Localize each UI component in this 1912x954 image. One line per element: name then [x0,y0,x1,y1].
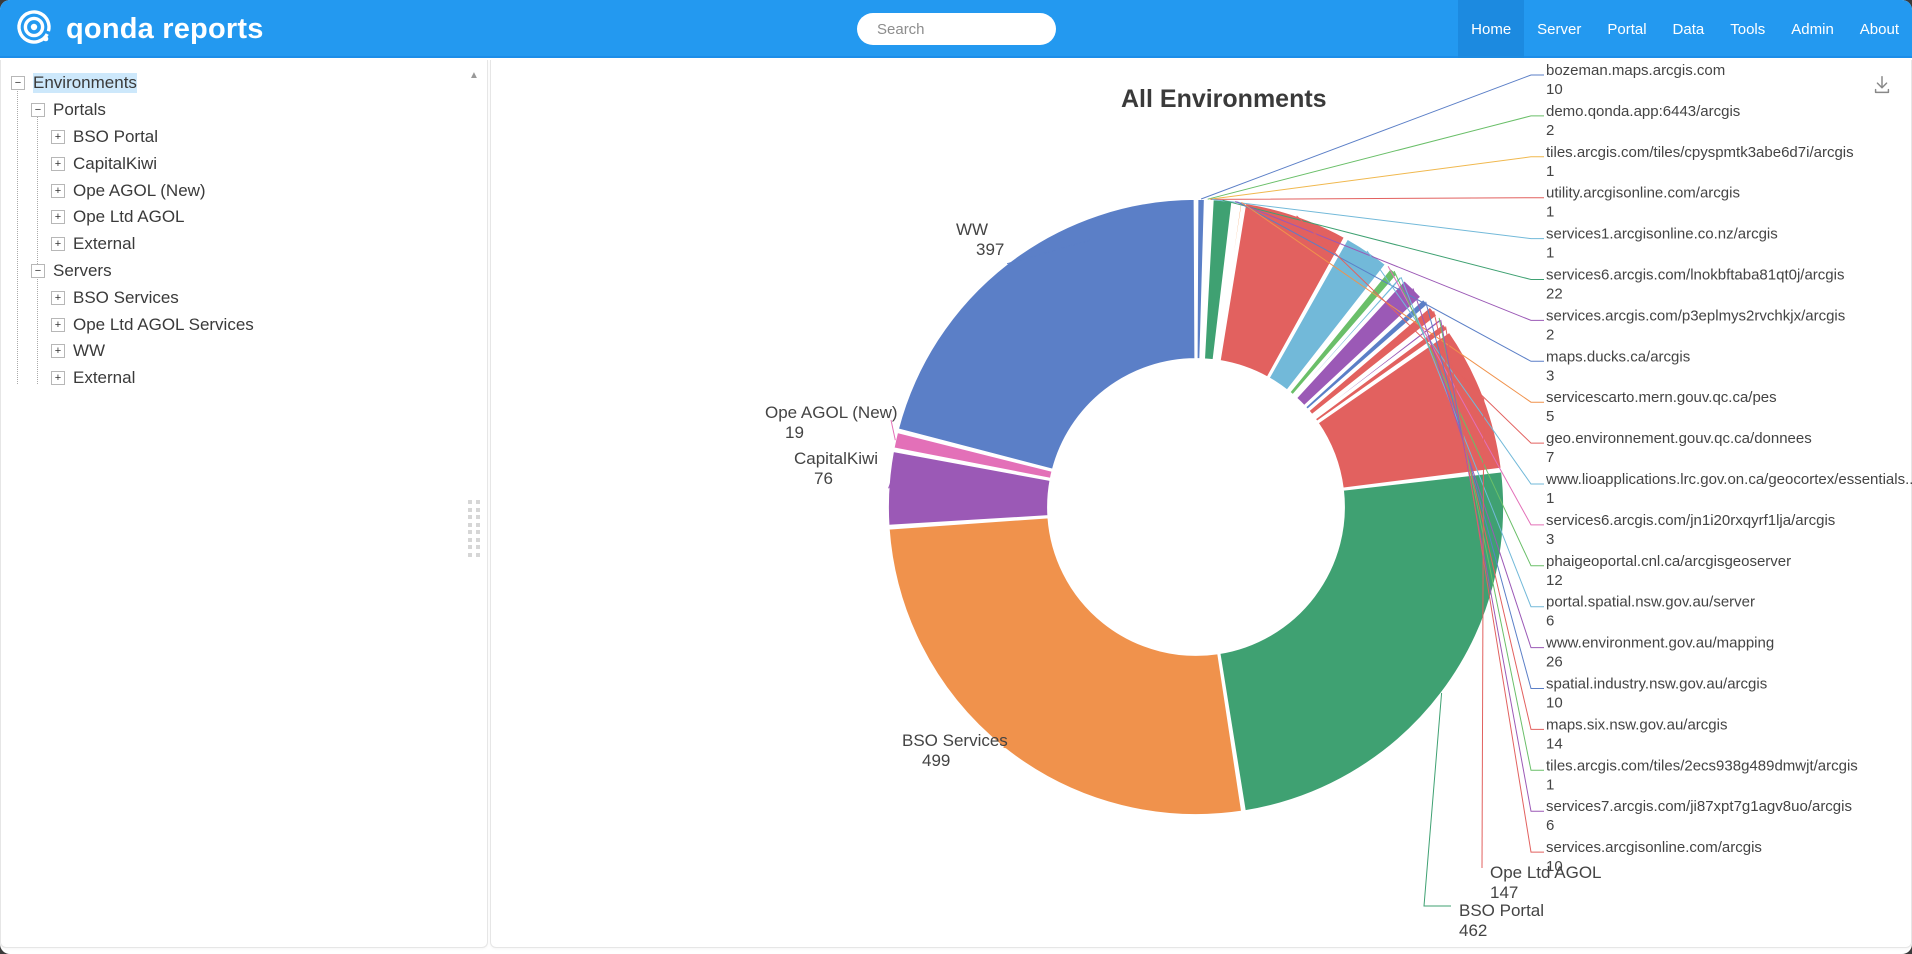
svg-text:6: 6 [1546,817,1554,834]
svg-text:10: 10 [1546,695,1563,712]
svg-text:www.environment.gov.au/mapping: www.environment.gov.au/mapping [1545,635,1774,652]
svg-text:geo.environnement.gouv.qc.ca/d: geo.environnement.gouv.qc.ca/donnees [1546,430,1812,447]
svg-text:maps.six.nsw.gov.au/arcgis: maps.six.nsw.gov.au/arcgis [1546,716,1727,733]
svg-text:19: 19 [785,423,804,442]
svg-text:2: 2 [1546,122,1554,139]
svg-text:spatial.industry.nsw.gov.au/ar: spatial.industry.nsw.gov.au/arcgis [1546,676,1767,693]
svg-text:phaigeoportal.cnl.ca/arcgisgeo: phaigeoportal.cnl.ca/arcgisgeoserver [1546,553,1791,570]
svg-text:maps.ducks.ca/arcgis: maps.ducks.ca/arcgis [1546,348,1690,365]
svg-text:services6.arcgis.com/jn1i20rxq: services6.arcgis.com/jn1i20rxqyrf1lja/ar… [1546,512,1835,529]
svg-text:services7.arcgis.com/ji87xpt7g: services7.arcgis.com/ji87xpt7g1agv8uo/ar… [1546,798,1852,815]
svg-text:7: 7 [1546,449,1554,466]
svg-text:1: 1 [1546,204,1554,221]
svg-text:1: 1 [1546,490,1554,507]
svg-text:tiles.arcgis.com/tiles/2ecs938: tiles.arcgis.com/tiles/2ecs938g489dmwjt/… [1546,757,1858,774]
svg-text:10: 10 [1546,81,1563,98]
svg-text:servicescarto.mern.gouv.qc.ca/: servicescarto.mern.gouv.qc.ca/pes [1546,389,1777,406]
svg-text:499: 499 [922,751,950,770]
svg-text:services6.arcgis.com/lnokbftab: services6.arcgis.com/lnokbftaba81qt0j/ar… [1546,267,1844,284]
svg-text:76: 76 [814,469,833,488]
svg-text:3: 3 [1546,367,1554,384]
svg-text:BSO Portal: BSO Portal [1459,901,1544,920]
svg-text:22: 22 [1546,286,1563,303]
svg-text:services1.arcgisonline.co.nz/a: services1.arcgisonline.co.nz/arcgis [1546,226,1778,243]
svg-text:1: 1 [1546,163,1554,180]
svg-text:tiles.arcgis.com/tiles/cpyspmt: tiles.arcgis.com/tiles/cpyspmtk3abe6d7i/… [1546,144,1854,161]
svg-text:portal.spatial.nsw.gov.au/serv: portal.spatial.nsw.gov.au/server [1546,594,1755,611]
svg-text:3: 3 [1546,531,1554,548]
svg-text:bozeman.maps.arcgis.com: bozeman.maps.arcgis.com [1546,62,1725,79]
svg-text:Ope Ltd AGOL: Ope Ltd AGOL [1490,863,1602,882]
svg-text:12: 12 [1546,572,1563,589]
svg-text:26: 26 [1546,654,1563,671]
svg-text:2: 2 [1546,326,1554,343]
svg-text:147: 147 [1490,883,1518,902]
svg-text:462: 462 [1459,921,1487,940]
svg-text:1: 1 [1546,776,1554,793]
svg-text:CapitalKiwi: CapitalKiwi [794,449,878,468]
svg-text:5: 5 [1546,408,1554,425]
svg-text:397: 397 [976,240,1004,259]
svg-text:services.arcgis.com/p3eplmys2r: services.arcgis.com/p3eplmys2rvchkjx/arc… [1546,307,1845,324]
svg-text:6: 6 [1546,613,1554,630]
svg-text:demo.qonda.app:6443/arcgis: demo.qonda.app:6443/arcgis [1546,103,1740,120]
svg-text:BSO Services: BSO Services [902,731,1008,750]
svg-text:14: 14 [1546,735,1563,752]
svg-text:Ope AGOL (New): Ope AGOL (New) [765,403,898,422]
svg-text:WW: WW [956,220,988,239]
svg-text:www.lioapplications.lrc.gov.on: www.lioapplications.lrc.gov.on.ca/geocor… [1545,471,1912,488]
svg-text:services.arcgisonline.com/arcg: services.arcgisonline.com/arcgis [1546,839,1762,856]
svg-text:utility.arcgisonline.com/arcgi: utility.arcgisonline.com/arcgis [1546,185,1740,202]
svg-text:1: 1 [1546,245,1554,262]
